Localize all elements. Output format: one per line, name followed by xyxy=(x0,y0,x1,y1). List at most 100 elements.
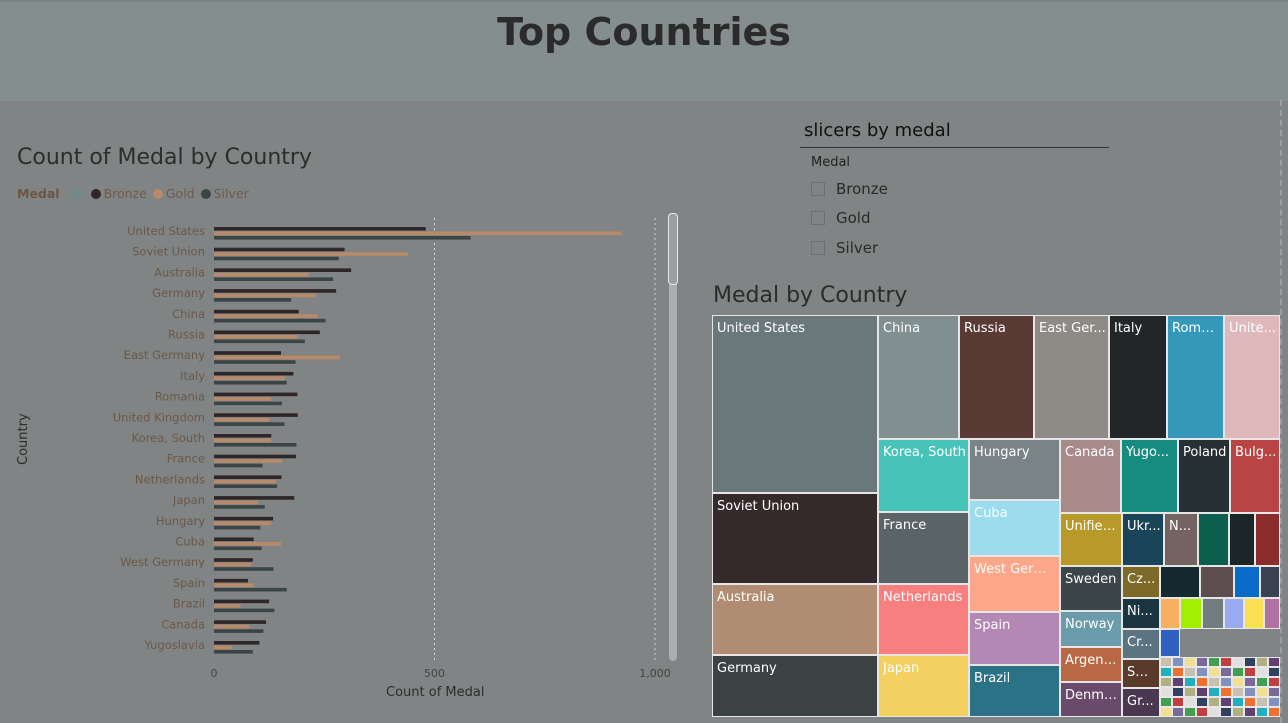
treemap-cell[interactable] xyxy=(1196,707,1208,717)
treemap-cell[interactable] xyxy=(1184,687,1196,697)
treemap-cell[interactable] xyxy=(1202,598,1224,629)
treemap-cell[interactable]: Unite... xyxy=(1224,315,1280,439)
treemap-cell[interactable]: Cuba xyxy=(969,500,1060,556)
treemap-cell[interactable] xyxy=(1184,657,1196,667)
treemap-cell[interactable] xyxy=(1184,697,1196,707)
treemap-cell[interactable] xyxy=(1160,566,1200,598)
treemap-cell[interactable]: Japan xyxy=(878,655,969,717)
treemap-cell[interactable] xyxy=(1268,687,1280,697)
treemap-cell[interactable] xyxy=(1172,657,1184,667)
treemap-cell[interactable] xyxy=(1229,513,1255,566)
treemap-cell[interactable] xyxy=(1200,566,1234,598)
slicer-option-bronze[interactable]: Bronze xyxy=(811,180,888,198)
treemap-cell[interactable] xyxy=(1160,657,1172,667)
treemap-cell[interactable]: N... xyxy=(1164,513,1198,566)
treemap-cell[interactable] xyxy=(1224,598,1244,629)
treemap-cell[interactable] xyxy=(1256,687,1268,697)
treemap-cell[interactable]: Sweden xyxy=(1060,566,1122,611)
treemap-cell[interactable] xyxy=(1232,707,1244,717)
treemap-cell[interactable]: China xyxy=(878,315,959,439)
treemap-cell[interactable]: Denma... xyxy=(1060,682,1122,717)
treemap-cell[interactable] xyxy=(1172,687,1184,697)
legend-item-blank[interactable] xyxy=(71,188,85,199)
treemap-cell[interactable] xyxy=(1268,677,1280,687)
treemap-cell[interactable]: Gr... xyxy=(1122,688,1160,717)
treemap-cell[interactable] xyxy=(1234,566,1260,598)
checkbox[interactable] xyxy=(811,182,825,196)
legend-item-gold[interactable]: Gold xyxy=(152,186,195,201)
treemap-cell[interactable] xyxy=(1232,677,1244,687)
treemap-cell[interactable] xyxy=(1196,697,1208,707)
treemap-cell[interactable] xyxy=(1268,657,1280,667)
treemap-cell[interactable]: Yugo... xyxy=(1121,439,1178,513)
treemap-cell[interactable]: France xyxy=(878,512,969,584)
treemap-cell[interactable]: Hungary xyxy=(969,439,1060,500)
treemap-cell[interactable] xyxy=(1220,667,1232,677)
treemap-cell[interactable]: Australia xyxy=(712,584,878,655)
checkbox[interactable] xyxy=(811,211,825,225)
treemap-cell[interactable] xyxy=(1160,687,1172,697)
treemap-cell[interactable]: Norway xyxy=(1060,611,1122,647)
treemap-cell[interactable] xyxy=(1208,707,1220,717)
scrollbar-thumb[interactable] xyxy=(668,213,678,285)
treemap-cell[interactable] xyxy=(1244,707,1256,717)
treemap-cell[interactable]: Ni... xyxy=(1122,598,1160,629)
legend-item-bronze[interactable]: Bronze xyxy=(90,186,147,201)
treemap-cell[interactable]: Unified... xyxy=(1060,513,1122,566)
slicer-option-gold[interactable]: Gold xyxy=(811,209,871,227)
treemap-cell[interactable] xyxy=(1256,697,1268,707)
treemap-cell[interactable]: Italy xyxy=(1109,315,1167,439)
treemap-cell[interactable]: Brazil xyxy=(969,665,1060,717)
slicer-option-silver[interactable]: Silver xyxy=(811,239,878,257)
treemap-cell[interactable]: West Germ... xyxy=(969,556,1060,612)
treemap-cell[interactable] xyxy=(1244,598,1264,629)
treemap-cell[interactable] xyxy=(1244,677,1256,687)
treemap-cell[interactable] xyxy=(1208,667,1220,677)
treemap-cell[interactable] xyxy=(1232,667,1244,677)
treemap-cell[interactable] xyxy=(1172,667,1184,677)
treemap-cell[interactable] xyxy=(1232,697,1244,707)
treemap-cell[interactable] xyxy=(1184,667,1196,677)
treemap-cell[interactable]: Canada xyxy=(1060,439,1121,513)
treemap-cell[interactable] xyxy=(1172,707,1184,717)
treemap-cell[interactable]: Netherlands xyxy=(878,584,969,655)
legend-item-silver[interactable]: Silver xyxy=(200,186,249,201)
treemap-cell[interactable] xyxy=(1256,707,1268,717)
treemap-cell[interactable] xyxy=(1172,677,1184,687)
checkbox[interactable] xyxy=(811,241,825,255)
treemap-cell[interactable] xyxy=(1220,687,1232,697)
treemap-cell[interactable] xyxy=(1220,657,1232,667)
treemap-cell[interactable] xyxy=(1220,677,1232,687)
treemap-cell[interactable] xyxy=(1232,657,1244,667)
treemap-cell[interactable] xyxy=(1256,657,1268,667)
medal-bar-chart[interactable]: Count of Medal by Country Medal Bronze G… xyxy=(14,140,689,715)
treemap-cell[interactable]: Korea, South xyxy=(878,439,969,512)
treemap-cell[interactable]: East Ger... xyxy=(1034,315,1109,439)
treemap-cell[interactable]: Bulg... xyxy=(1230,439,1280,513)
treemap-cell[interactable] xyxy=(1244,667,1256,677)
treemap-cell[interactable]: Argent... xyxy=(1060,647,1122,682)
treemap-cell[interactable] xyxy=(1255,513,1280,566)
treemap-cell[interactable] xyxy=(1208,697,1220,707)
treemap-cell[interactable]: Sw... xyxy=(1122,659,1160,688)
treemap-cell[interactable] xyxy=(1220,697,1232,707)
treemap-cell[interactable] xyxy=(1198,513,1229,566)
treemap-cell[interactable] xyxy=(1180,598,1202,629)
treemap-cell[interactable] xyxy=(1196,667,1208,677)
treemap-cell[interactable] xyxy=(1244,687,1256,697)
treemap-cell[interactable]: Germany xyxy=(712,655,878,717)
treemap-cell[interactable] xyxy=(1184,707,1196,717)
treemap-cell[interactable] xyxy=(1244,657,1256,667)
treemap-cell[interactable] xyxy=(1268,667,1280,677)
treemap-cell[interactable] xyxy=(1160,667,1172,677)
treemap-cell[interactable]: Spain xyxy=(969,612,1060,665)
medal-treemap[interactable]: United States Soviet Union Australia German… xyxy=(712,315,1280,717)
treemap-cell[interactable] xyxy=(1208,657,1220,667)
treemap-cell[interactable]: Roma... xyxy=(1167,315,1224,439)
treemap-cell[interactable]: Cr... xyxy=(1122,629,1160,659)
treemap-cell[interactable] xyxy=(1196,677,1208,687)
treemap-cell[interactable]: United States xyxy=(712,315,878,493)
treemap-cell[interactable]: Soviet Union xyxy=(712,493,878,584)
treemap-cell[interactable] xyxy=(1160,697,1172,707)
treemap-cell[interactable] xyxy=(1244,697,1256,707)
